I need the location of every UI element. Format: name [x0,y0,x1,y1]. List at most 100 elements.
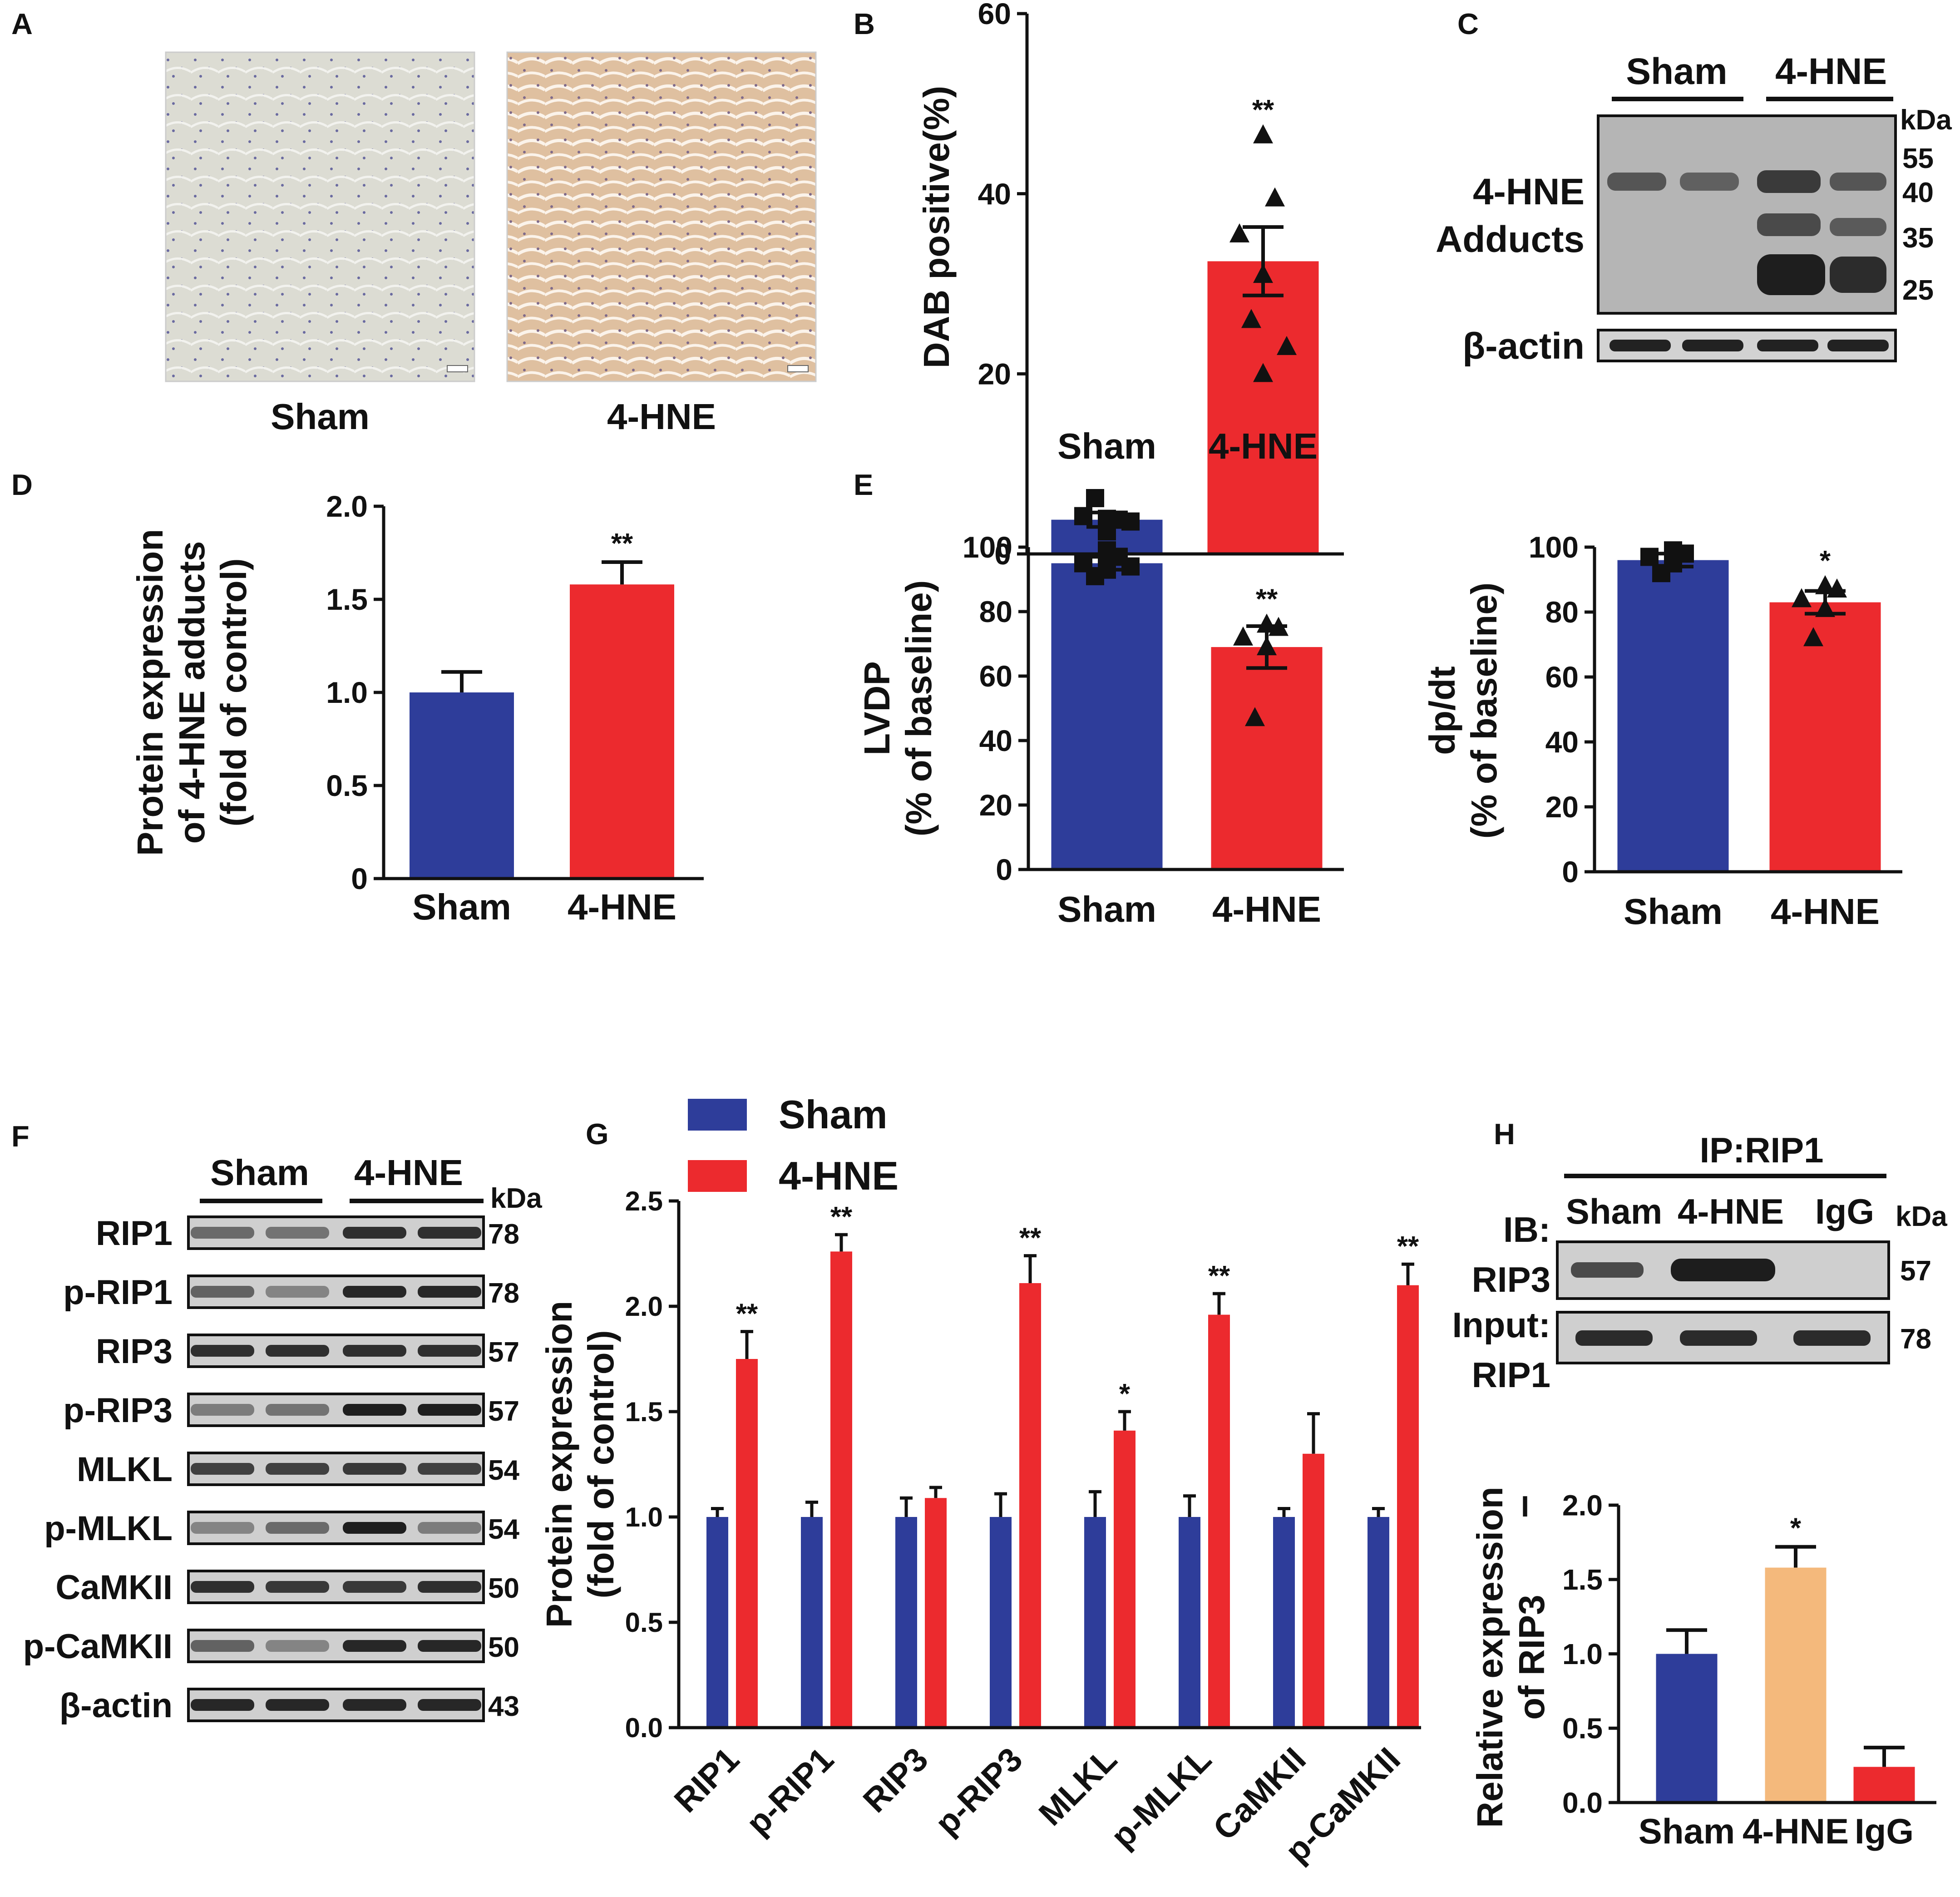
blot-band [266,1227,329,1239]
data-point [1640,548,1659,566]
panel-letter-c: C [1457,7,1479,40]
y-tick-label: 100 [963,530,1012,564]
panel-h-ip-blot: H IP:RIP1 IB: RIP3 Input: RIP1 Sham 4-HN… [1452,1117,1947,1395]
y-tick-label: 1.5 [625,1397,663,1427]
bar [1179,1517,1200,1728]
category-label: p-RIP1 [739,1740,840,1842]
significance-mark: ** [1252,94,1274,126]
data-point [1086,567,1104,585]
data-point [1815,575,1835,594]
bar [1211,647,1323,869]
blot-band [343,1404,406,1416]
blot-f-row-label: p-CaMKII [23,1627,173,1666]
y-tick-label: 0 [996,853,1012,886]
blot-f-row-label: MLKL [77,1450,173,1489]
y-tick-label: 60 [979,659,1012,693]
blot-f-row-label: p-RIP1 [63,1273,173,1312]
panel-letter-d: D [11,468,33,501]
blot-f-row-label: RIP3 [96,1332,173,1371]
y-tick-label: 20 [1545,790,1579,824]
blot-f-row-label: p-MLKL [44,1509,173,1548]
significance-mark: * [1820,545,1831,577]
y-tick-label: 60 [1545,660,1579,694]
bar [1114,1430,1136,1728]
blot-band [418,1522,481,1534]
chart-g: **RIP1**p-RIP1 RIP3**p-RIP3*MLKL**p-MLKLC… [539,1092,1421,1870]
bar [706,1517,728,1728]
y-tick-label: 0.5 [326,769,368,802]
y-tick-label: 0 [994,537,1011,571]
blot-c-mw-35: 35 [1902,222,1934,254]
data-point [1652,564,1670,583]
bar [1397,1285,1419,1728]
blot-band [191,1286,254,1298]
blot-band [266,1640,329,1652]
significance-mark: * [1119,1378,1131,1410]
bar [895,1517,917,1728]
bar [925,1498,947,1728]
ip-label: IP:RIP1 [1699,1130,1823,1170]
significance-mark: ** [830,1201,853,1233]
blot-f-unit: kDa [490,1183,542,1214]
data-point [1277,336,1297,355]
chart-b: Sham ** 4-HNE 0 20 40 60 DAB positive(%) [916,0,1344,571]
chart-d: Sham ** 4-HNE 0 0.5 1.0 1.5 2.0 Protein expressi… [130,489,704,927]
y-tick-label: 20 [979,788,1012,822]
y-tick-label: 60 [978,0,1011,30]
panel-letter-e: E [854,468,873,501]
y-tick-label: 0.5 [1562,1712,1603,1745]
data-point [1253,264,1273,283]
y-tick-label: 1.5 [1562,1563,1603,1596]
category-label: p-MLKL [1103,1740,1218,1855]
blot-c-actin-label: β-actin [1462,326,1585,367]
category-label: RIP3 [856,1740,935,1820]
y-axis-label: (fold of control) [213,558,254,827]
y-tick-label: 1.0 [326,676,368,709]
y-tick-label: 0 [351,862,368,895]
blot-f-row-label: p-RIP3 [63,1391,173,1430]
blot-f-row-label: CaMKII [55,1568,173,1607]
blot-f-row-kda: 54 [488,1514,519,1545]
data-point [1257,613,1277,633]
significance-mark: ** [1208,1260,1230,1292]
panel-c-western-blot: C Sham 4-HNE kDa 4-HNE Adducts 55 40 35 … [1436,7,1952,367]
scale-bar-sham [447,365,468,372]
blot-c-unit: kDa [1900,104,1952,136]
category-label: Sham [1057,426,1156,466]
y-axis-label: DAB positive(%) [916,86,957,368]
bar [1207,261,1319,554]
blot-band [191,1699,254,1711]
legend-swatch [688,1099,747,1131]
bar [1208,1314,1230,1728]
ib-target-label: RIP3 [1472,1260,1550,1299]
bar [1084,1517,1106,1728]
data-point [1792,588,1812,608]
bar [1656,1654,1718,1803]
chart-e: Sham ** 4-HNE 0 20 40 60 80 100 LVDP (% of baselin… [857,530,1344,929]
blot-band [343,1463,406,1475]
bar [1769,602,1881,872]
panel-letter-i: I [1521,1490,1529,1523]
category-label: Sham [412,887,511,927]
category-label: IgG [1855,1811,1914,1851]
bar [1617,560,1729,872]
blot-band [418,1345,481,1357]
blot-f-row-label: RIP1 [96,1214,173,1253]
bar [1765,1567,1827,1803]
y-tick-label: 0 [1562,855,1579,889]
blot-c-mw-25: 25 [1902,275,1934,306]
blot-band [418,1640,481,1652]
blot-band [191,1345,254,1357]
data-point [1257,636,1277,656]
panel-letter-g: G [586,1117,609,1151]
data-point [1245,707,1265,726]
category-label: Sham [1624,891,1723,932]
category-label: RIP1 [667,1740,746,1820]
data-point [1233,626,1253,646]
histology-image-4hne [506,51,817,382]
y-tick-label: 2.0 [326,489,368,523]
category-label: MLKL [1032,1740,1124,1833]
blot-band [191,1522,254,1534]
y-axis-label: (% of baseline) [899,580,939,837]
ib-label: IB: [1503,1210,1550,1250]
